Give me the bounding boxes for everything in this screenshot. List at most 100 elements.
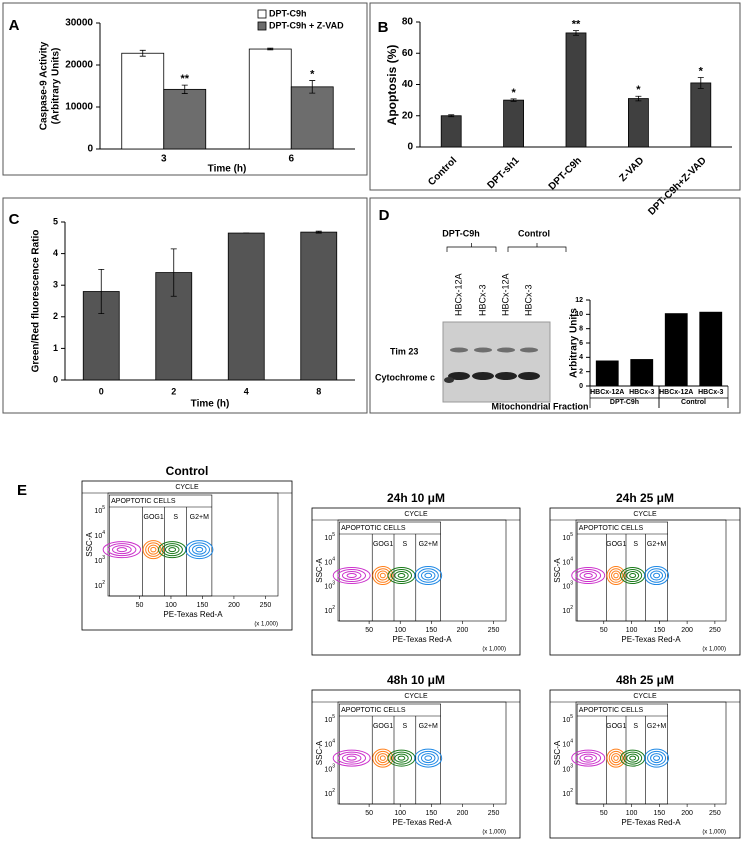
x-tick-label: 4 <box>244 386 249 396</box>
panel-label: A <box>9 17 20 34</box>
x-tick-label: 50 <box>365 627 373 634</box>
contour <box>145 542 162 557</box>
y-tick-exp: 5 <box>570 532 573 538</box>
y-tick-base: 10 <box>94 508 102 515</box>
x-tick-label: 150 <box>197 602 209 609</box>
contour <box>337 569 367 583</box>
bar <box>163 88 207 150</box>
contour <box>397 573 406 579</box>
y-tick-base: 10 <box>562 717 570 724</box>
y-tick-base: 10 <box>324 791 332 798</box>
x-axis-unit: (x 1,000) <box>482 830 506 836</box>
blot-band <box>474 347 492 353</box>
gate-label: GOG1 <box>144 514 164 521</box>
contour <box>374 568 391 583</box>
flow-title: 24h 25 μM <box>616 491 674 505</box>
x-tick-label: 2 <box>171 386 176 396</box>
error-bar <box>309 80 316 94</box>
bar <box>699 311 723 387</box>
gate-label: GOG1 <box>606 723 626 730</box>
y-tick-label: 8 <box>579 326 583 333</box>
error-bar <box>635 95 642 102</box>
flow-title: 48h 10 μM <box>387 673 445 687</box>
contour <box>188 542 210 557</box>
blot-image <box>442 321 551 403</box>
contour <box>390 751 413 765</box>
contour <box>417 568 439 583</box>
contour <box>394 753 409 763</box>
blot-band <box>520 347 538 353</box>
contour <box>644 748 670 768</box>
y-tick-label: 4 <box>53 248 58 258</box>
contour <box>583 573 593 579</box>
gate-label: G2+M <box>419 541 438 548</box>
contour <box>374 750 391 766</box>
y-tick-exp: 5 <box>332 714 335 720</box>
x-axis-unit: (x 1,000) <box>702 830 726 836</box>
x-axis-label: Time (h) <box>191 399 230 410</box>
contour <box>185 540 214 560</box>
y-tick-base: 10 <box>94 533 102 540</box>
x-axis-label: Time (h) <box>208 164 247 175</box>
y-tick-label: 10 <box>575 311 583 318</box>
gate-label: G2+M <box>419 723 438 730</box>
bar <box>664 313 688 387</box>
contour <box>579 753 597 763</box>
flow-header: CYCLE <box>404 511 428 518</box>
y-tick-exp: 4 <box>570 557 573 563</box>
contour <box>650 570 664 581</box>
contour <box>608 568 624 583</box>
x-tick-label: 200 <box>228 602 240 609</box>
blot-band <box>444 377 454 383</box>
gate-label: GOG1 <box>373 723 393 730</box>
contour <box>421 570 436 581</box>
x-tick-label: 50 <box>365 810 373 817</box>
y-tick-exp: 2 <box>570 788 573 794</box>
x-tick-label: 100 <box>394 810 406 817</box>
x-tick-label: HBCx-3 <box>629 389 654 396</box>
y-tick-exp: 3 <box>102 555 105 561</box>
x-tick-label: 150 <box>425 627 437 634</box>
error-bar <box>510 98 517 102</box>
contour <box>107 543 137 557</box>
x-tick-label: 150 <box>653 810 665 817</box>
contour <box>608 750 624 766</box>
y-axis-label: Apoptosis (%) <box>385 45 399 126</box>
significance-label: * <box>699 65 704 77</box>
legend-label: DPT-C9h <box>269 8 307 18</box>
group-label: DPT-C9h <box>610 399 639 406</box>
x-tick-label: 250 <box>709 810 721 817</box>
y-tick-base: 10 <box>562 559 570 566</box>
y-tick-exp: 2 <box>570 605 573 611</box>
x-tick-label: 100 <box>165 602 177 609</box>
y-tick-label: 102 <box>324 788 335 798</box>
group-label: Control <box>681 399 706 406</box>
significance-label: ** <box>180 73 189 85</box>
contour <box>629 755 637 761</box>
x-tick-label: 200 <box>681 627 693 634</box>
y-tick-label: 1 <box>53 343 58 353</box>
significance-label: * <box>511 87 516 99</box>
y-axis-label: SSC-A <box>315 740 324 765</box>
x-tick-label: 100 <box>626 627 638 634</box>
y-axis-label: (Arbitrary Units) <box>51 48 62 125</box>
y-tick-label: 0 <box>579 383 583 390</box>
x-axis-unit: (x 1,000) <box>254 622 278 628</box>
y-tick-label: 102 <box>94 580 105 590</box>
contour <box>424 755 433 761</box>
x-tick-label: Z-VAD <box>618 155 647 184</box>
y-tick-label: 12 <box>575 297 583 304</box>
y-tick-base: 10 <box>562 791 570 798</box>
x-tick-label: 250 <box>709 627 721 634</box>
y-tick-label: 102 <box>562 788 573 798</box>
contour <box>629 573 637 579</box>
contour <box>644 566 670 586</box>
contour <box>606 748 626 768</box>
error-bar <box>98 269 105 315</box>
contour <box>150 546 157 553</box>
x-tick-label: Control <box>426 155 459 188</box>
x-tick-label: DPT-C9h+Z-VAD <box>646 155 708 217</box>
contour <box>341 571 362 581</box>
panel-frame <box>369 197 741 414</box>
panel-label: C <box>9 211 20 228</box>
